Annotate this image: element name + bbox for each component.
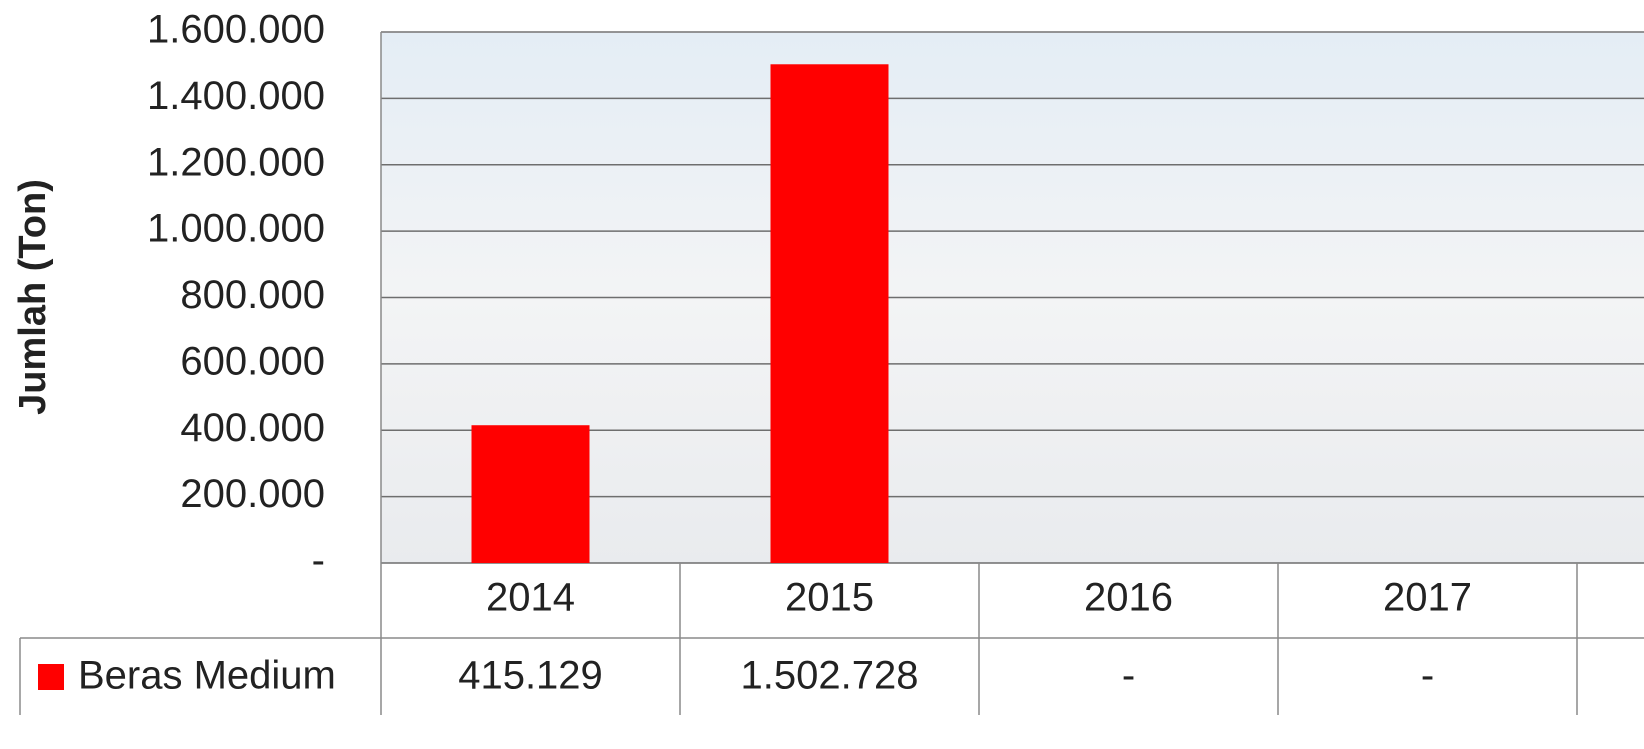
y-tick-label: 1.600.000 — [147, 8, 325, 52]
y-tick-label: 600.000 — [180, 339, 325, 383]
y-tick-label: 200.000 — [180, 472, 325, 516]
chart: Jumlah (Ton) - 200.000 400.000 600.000 800.0… — [0, 0, 1644, 749]
page: {"chart_data": {"type": "bar", "y_label"… — [0, 0, 1644, 749]
y-tick-label: 800.000 — [180, 273, 325, 317]
table-value: - — [1122, 654, 1135, 698]
y-axis-title: Jumlah (Ton) — [12, 179, 54, 415]
y-tick-label: 1.000.000 — [147, 207, 325, 251]
y-tick-label: 1.400.000 — [147, 74, 325, 118]
x-tick-label: 2015 — [785, 576, 874, 620]
y-tick-label: 1.200.000 — [147, 140, 325, 184]
x-tick-label: 2016 — [1084, 576, 1173, 620]
bar — [472, 425, 590, 563]
x-tick-label: 2014 — [486, 576, 575, 620]
table-value: 1.502.728 — [741, 654, 919, 698]
table-value: 415.129 — [458, 654, 603, 698]
legend-label: Beras Medium — [78, 654, 336, 698]
table-value: - — [1421, 654, 1434, 698]
y-tick-label: - — [312, 539, 325, 583]
x-tick-label: 2017 — [1383, 576, 1472, 620]
bar — [771, 64, 889, 563]
y-tick-label: 400.000 — [180, 406, 325, 450]
legend-swatch — [38, 664, 64, 690]
